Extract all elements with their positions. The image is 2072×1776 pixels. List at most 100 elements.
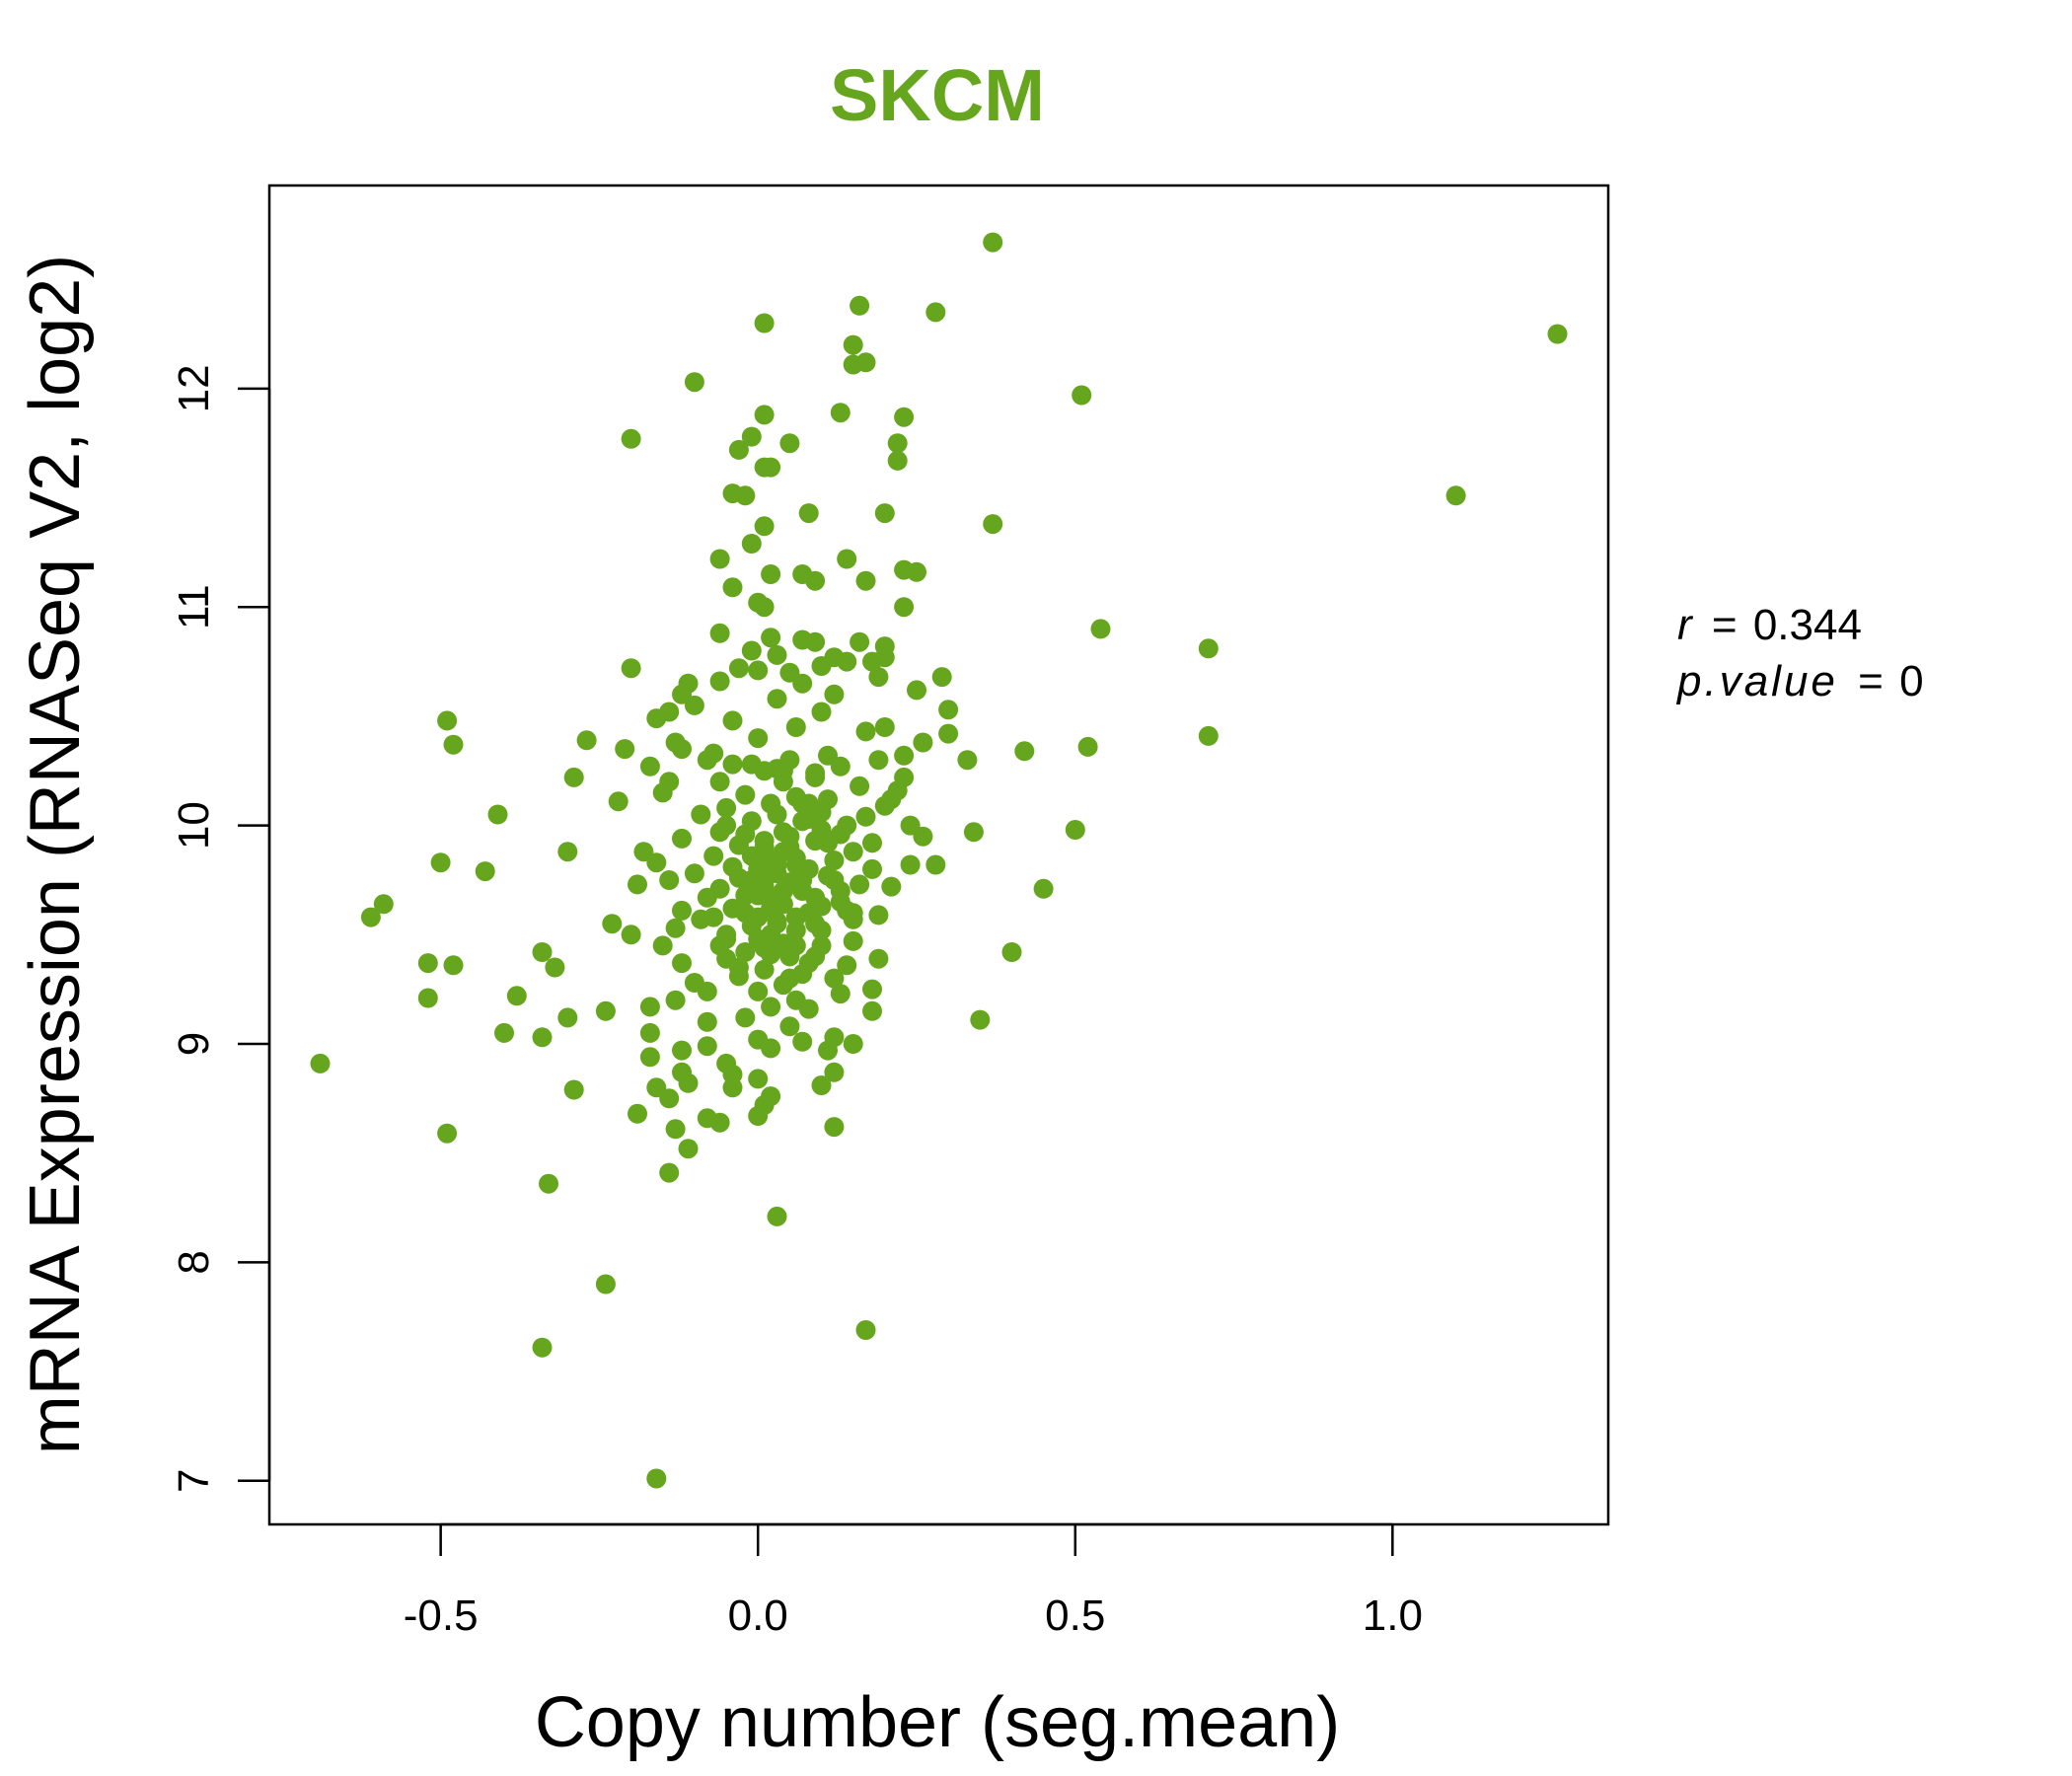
data-point [805, 914, 826, 934]
data-point [761, 564, 781, 584]
data-point [837, 815, 857, 836]
data-point [417, 953, 438, 974]
x-tick-label: 1.0 [1363, 1591, 1423, 1640]
data-point [615, 739, 635, 760]
data-point [894, 407, 915, 427]
data-point [697, 1011, 717, 1032]
data-point [779, 826, 800, 847]
data-point [855, 806, 876, 827]
data-point [639, 1047, 660, 1068]
data-point [417, 988, 438, 1008]
data-point [779, 946, 800, 967]
y-tick-label: 8 [170, 1250, 218, 1274]
r-equals: = [1712, 601, 1738, 649]
data-point [868, 667, 889, 688]
data-point [672, 828, 692, 849]
data-point [728, 658, 749, 679]
r-stat: r = 0.344 [1677, 601, 1862, 649]
data-point [798, 503, 819, 524]
data-point [843, 334, 863, 355]
data-point [532, 942, 553, 962]
data-point [754, 516, 775, 537]
data-point [1065, 820, 1085, 840]
data-point [639, 1022, 660, 1043]
data-point [621, 658, 641, 679]
data-point [818, 789, 838, 810]
data-point [773, 761, 793, 781]
data-point [874, 795, 895, 816]
data-point [709, 1112, 730, 1133]
data-point [684, 695, 704, 715]
data-point [646, 1468, 667, 1489]
data-point [735, 784, 756, 805]
data-point [1547, 324, 1568, 344]
data-point [837, 651, 857, 672]
data-point [830, 403, 851, 423]
data-point [811, 702, 832, 722]
data-point [646, 852, 667, 873]
data-point [767, 804, 787, 825]
data-point [709, 772, 730, 792]
data-point [868, 905, 889, 925]
data-point [824, 1117, 845, 1138]
data-point [716, 815, 737, 836]
data-point [785, 854, 806, 875]
r-label: r [1677, 601, 1694, 649]
data-point [754, 937, 775, 958]
data-point [1077, 736, 1098, 757]
p-value: 0 [1899, 657, 1923, 705]
data-point [748, 660, 769, 681]
data-point [761, 997, 781, 1017]
y-tick-label: 12 [170, 364, 218, 412]
data-point [779, 433, 800, 454]
data-point [595, 1274, 616, 1295]
data-point [970, 1009, 991, 1030]
data-point [697, 887, 717, 908]
data-point [887, 450, 908, 471]
data-point [487, 804, 508, 825]
data-point [779, 968, 800, 989]
data-point [862, 979, 882, 999]
data-point [310, 1053, 331, 1073]
data-point [709, 935, 730, 956]
data-point [628, 1103, 647, 1124]
data-point [652, 782, 673, 803]
data-point [824, 1062, 845, 1082]
data-point [811, 1075, 832, 1095]
data-point [855, 1320, 876, 1340]
data-point [913, 826, 933, 847]
data-point [735, 824, 756, 845]
data-point [748, 1069, 769, 1089]
data-point [741, 534, 762, 554]
data-point [728, 867, 749, 888]
data-point [722, 754, 743, 775]
data-point [672, 739, 692, 760]
data-point [437, 710, 458, 731]
chart-title: SKCM [830, 54, 1045, 136]
data-point [843, 930, 863, 951]
data-point [748, 728, 769, 749]
x-tick-label: -0.5 [404, 1591, 479, 1640]
data-point [628, 874, 647, 895]
data-point [754, 313, 775, 333]
data-point [659, 1162, 680, 1183]
data-point [539, 1173, 558, 1194]
x-axis-label: Copy number (seg.mean) [535, 1683, 1340, 1762]
data-point [608, 791, 629, 812]
data-point [779, 1016, 800, 1037]
data-point [722, 1077, 743, 1098]
data-point [1198, 725, 1219, 746]
data-point [494, 1022, 514, 1043]
data-point [907, 561, 926, 582]
data-point [691, 804, 711, 825]
data-point [754, 405, 775, 425]
data-point [741, 754, 762, 775]
data-point [735, 1007, 756, 1028]
data-point [837, 549, 857, 569]
data-point [925, 302, 946, 323]
data-point [697, 1036, 717, 1057]
data-point [792, 793, 813, 814]
data-point [659, 1088, 680, 1109]
data-point [639, 997, 660, 1017]
